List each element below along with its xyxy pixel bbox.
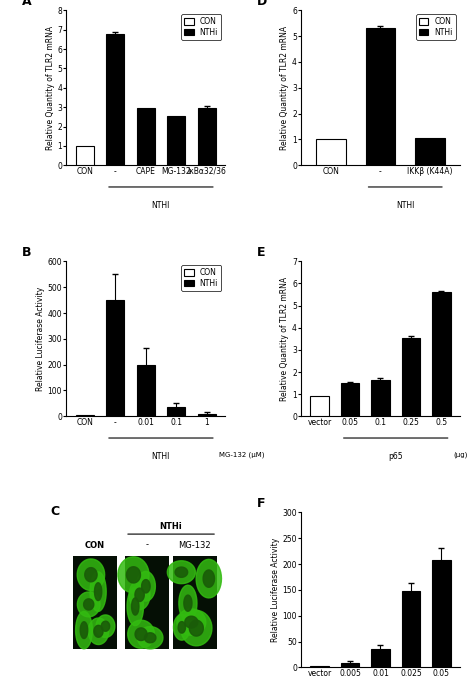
Polygon shape bbox=[178, 621, 185, 633]
Polygon shape bbox=[137, 627, 163, 649]
Bar bbox=[432, 561, 451, 667]
Text: E: E bbox=[257, 246, 265, 259]
Polygon shape bbox=[118, 557, 149, 593]
Bar bbox=[341, 383, 359, 416]
Bar bbox=[365, 28, 395, 165]
Polygon shape bbox=[135, 628, 147, 641]
Polygon shape bbox=[128, 620, 155, 648]
Bar bbox=[371, 649, 390, 667]
Polygon shape bbox=[101, 621, 109, 632]
Bar bbox=[310, 666, 328, 667]
Bar bbox=[137, 365, 155, 416]
Polygon shape bbox=[76, 612, 92, 649]
Legend: CON, NTHi: CON, NTHi bbox=[182, 14, 221, 40]
Polygon shape bbox=[85, 568, 97, 582]
Text: NTHI: NTHI bbox=[152, 452, 170, 461]
Polygon shape bbox=[179, 585, 197, 621]
Text: A: A bbox=[22, 0, 32, 8]
Text: NTHI: NTHI bbox=[396, 201, 414, 210]
Polygon shape bbox=[142, 579, 150, 593]
Y-axis label: Relative Quantity of TLR2 mRNA: Relative Quantity of TLR2 mRNA bbox=[46, 25, 55, 150]
Text: MG-132: MG-132 bbox=[179, 541, 211, 550]
Text: -: - bbox=[146, 541, 149, 550]
Bar bbox=[106, 300, 124, 416]
Bar bbox=[198, 413, 216, 416]
Polygon shape bbox=[94, 583, 102, 601]
Polygon shape bbox=[83, 599, 94, 610]
Bar bbox=[198, 108, 216, 165]
Bar bbox=[167, 407, 185, 416]
Y-axis label: Relative Luciferase Activity: Relative Luciferase Activity bbox=[36, 287, 45, 391]
Polygon shape bbox=[127, 588, 144, 625]
Bar bbox=[106, 34, 124, 165]
Bar bbox=[75, 415, 94, 416]
Legend: CON, NTHi: CON, NTHi bbox=[182, 265, 221, 291]
Text: MG-132 (μM): MG-132 (μM) bbox=[219, 452, 264, 458]
Polygon shape bbox=[132, 598, 139, 615]
Text: F: F bbox=[257, 497, 265, 510]
Y-axis label: Relative Quantity of TLR2 mRNA: Relative Quantity of TLR2 mRNA bbox=[280, 25, 289, 150]
Polygon shape bbox=[137, 572, 155, 601]
Bar bbox=[167, 116, 185, 165]
Polygon shape bbox=[135, 588, 144, 601]
Text: C: C bbox=[51, 505, 60, 517]
Bar bbox=[73, 556, 117, 649]
Polygon shape bbox=[181, 610, 212, 646]
Bar bbox=[125, 556, 170, 649]
Polygon shape bbox=[77, 559, 105, 590]
Y-axis label: Relative Luciferase Activity: Relative Luciferase Activity bbox=[271, 538, 280, 642]
Bar bbox=[137, 108, 155, 165]
Bar bbox=[415, 138, 445, 165]
Polygon shape bbox=[127, 567, 140, 583]
Polygon shape bbox=[167, 561, 195, 583]
Polygon shape bbox=[175, 567, 188, 577]
Bar bbox=[402, 591, 420, 667]
Polygon shape bbox=[185, 616, 198, 628]
Bar bbox=[173, 556, 217, 649]
Polygon shape bbox=[88, 618, 109, 645]
Polygon shape bbox=[96, 615, 115, 638]
Bar bbox=[341, 663, 359, 667]
Polygon shape bbox=[189, 620, 203, 636]
Bar bbox=[310, 396, 328, 416]
Polygon shape bbox=[80, 622, 88, 638]
Text: NTHi: NTHi bbox=[160, 522, 182, 531]
Text: D: D bbox=[257, 0, 267, 8]
Text: CON: CON bbox=[85, 541, 105, 550]
Polygon shape bbox=[145, 633, 156, 643]
Polygon shape bbox=[177, 609, 206, 635]
Bar bbox=[371, 380, 390, 416]
Text: p65: p65 bbox=[388, 452, 403, 461]
Bar bbox=[432, 292, 451, 416]
Legend: CON, NTHi: CON, NTHi bbox=[416, 14, 456, 40]
Text: NTHI: NTHI bbox=[152, 201, 170, 210]
Polygon shape bbox=[184, 595, 192, 611]
Bar bbox=[75, 146, 94, 165]
Y-axis label: Relative Quantity of TLR2 mRNA: Relative Quantity of TLR2 mRNA bbox=[280, 277, 289, 401]
Polygon shape bbox=[90, 572, 106, 612]
Polygon shape bbox=[203, 570, 215, 588]
Polygon shape bbox=[94, 625, 103, 637]
Polygon shape bbox=[129, 580, 150, 610]
Polygon shape bbox=[173, 614, 190, 640]
Polygon shape bbox=[77, 592, 100, 617]
Polygon shape bbox=[196, 559, 221, 598]
Text: B: B bbox=[22, 246, 31, 259]
Text: (μg): (μg) bbox=[454, 452, 468, 458]
Bar bbox=[316, 140, 346, 165]
Bar bbox=[402, 338, 420, 416]
